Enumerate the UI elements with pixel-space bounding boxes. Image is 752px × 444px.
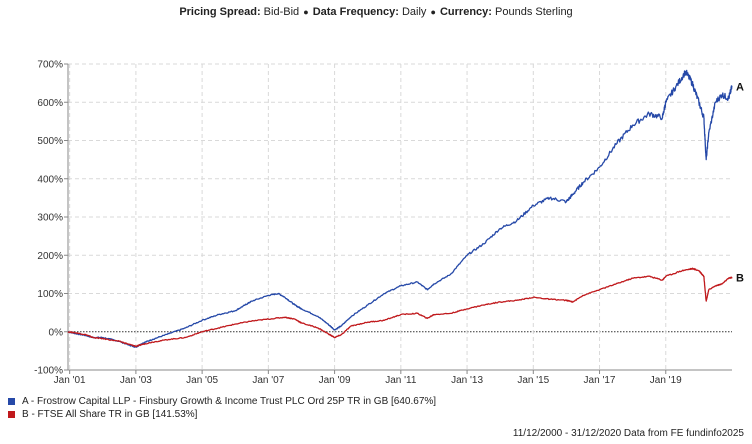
y-tick-label: 200% xyxy=(37,251,63,262)
x-tick-label: Jan '07 xyxy=(252,375,284,386)
y-tick-label: 600% xyxy=(37,98,63,109)
axes: -100% 0% 100% 200% 300% 400% 500% 600% 700% Jan '… xyxy=(34,60,732,386)
chart-header: Pricing Spread: Bid-Bid ● Data Frequency… xyxy=(0,6,752,18)
spread-value: Bid-Bid xyxy=(263,6,300,18)
series-end-label-b: B xyxy=(736,272,744,284)
x-tick-label: Jan '03 xyxy=(120,375,152,386)
y-tick-label: 100% xyxy=(37,289,63,300)
currency-value: Pounds Sterling xyxy=(495,6,573,18)
series-lines xyxy=(67,69,733,348)
x-tick-label: Jan '15 xyxy=(517,375,549,386)
x-tick-label: Jan '13 xyxy=(451,375,483,386)
data-source-footer: 11/12/2000 - 31/12/2020 Data from FE fun… xyxy=(512,428,744,439)
y-tick-label: 500% xyxy=(37,136,63,147)
x-tick-label: Jan '19 xyxy=(650,375,682,386)
frequency-label: Data Frequency: xyxy=(312,6,399,18)
legend-item-a[interactable]: A - Frostrow Capital LLP - Finsbury Grow… xyxy=(8,395,436,408)
x-tick-label: Jan '09 xyxy=(319,375,351,386)
x-tick-label: Jan '01 xyxy=(54,375,86,386)
legend-label-a: A - Frostrow Capital LLP - Finsbury Grow… xyxy=(22,396,437,407)
y-tick-label: -100% xyxy=(34,366,63,377)
chart-legend: A - Frostrow Capital LLP - Finsbury Grow… xyxy=(8,395,436,421)
series-end-labels: AB xyxy=(736,82,744,285)
separator-dot-icon: ● xyxy=(303,7,309,17)
legend-item-b[interactable]: B - FTSE All Share TR in GB [141.53%] xyxy=(8,408,436,421)
x-tick-label: Jan '05 xyxy=(186,375,218,386)
y-tick-label: 0% xyxy=(49,327,64,338)
series-end-label-a: A xyxy=(736,82,744,94)
spread-label: Pricing Spread: xyxy=(179,6,261,18)
frequency-value: Daily xyxy=(401,6,427,18)
legend-label-b: B - FTSE All Share TR in GB [141.53%] xyxy=(22,409,198,420)
legend-swatch-a xyxy=(8,398,15,405)
y-tick-label: 700% xyxy=(37,60,63,71)
series-line-a xyxy=(67,69,733,348)
y-tick-label: 300% xyxy=(37,213,63,224)
x-tick-label: Jan '11 xyxy=(385,375,417,386)
grid-lines xyxy=(68,63,732,371)
separator-dot-icon: ● xyxy=(430,7,436,17)
x-tick-label: Jan '17 xyxy=(584,375,616,386)
series-line-b xyxy=(67,267,733,348)
y-tick-label: 400% xyxy=(37,174,63,185)
legend-swatch-b xyxy=(8,411,15,418)
currency-label: Currency: xyxy=(439,6,492,18)
